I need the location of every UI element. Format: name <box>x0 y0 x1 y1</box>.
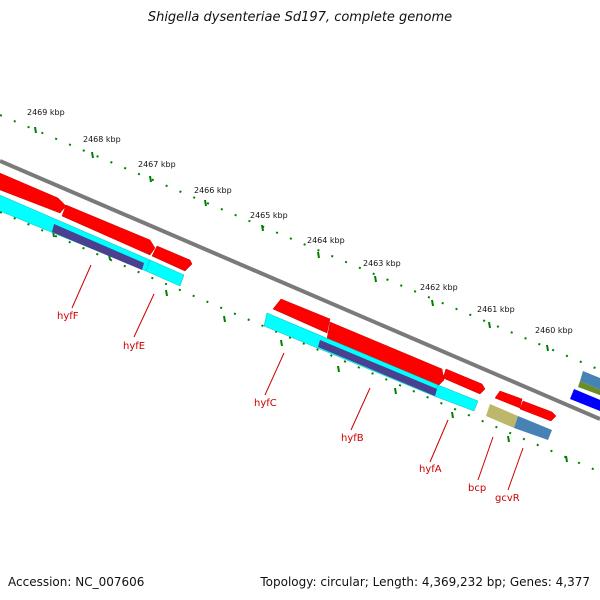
kbp-label-2466: 2466 kbp <box>194 186 232 195</box>
gene-labels: hyfF hyfE hyfC hyfB hyfA bcp gcvR <box>57 311 520 504</box>
inner-ruler-dots <box>0 211 600 473</box>
kbp-labels: 2469 kbp 2468 kbp 2467 kbp 2466 kbp 2465… <box>27 108 573 335</box>
outer-major-ticks <box>34 126 549 352</box>
cog-feature-olive-edge <box>578 381 600 396</box>
cds-feature-hyfC <box>326 321 445 388</box>
kbp-label-2463: 2463 kbp <box>363 259 401 268</box>
genome-backbone <box>0 159 600 421</box>
kbp-label-2467: 2467 kbp <box>138 160 176 169</box>
cog-feature-steelblue <box>514 416 552 440</box>
cog-track <box>52 224 600 440</box>
cds-feature-hyfB <box>442 368 486 395</box>
map-title: Shigella dysenteriae Sd197, complete gen… <box>147 10 453 25</box>
gene-label-hyfE: hyfE <box>123 341 145 352</box>
gene-label-gcvR: gcvR <box>495 493 520 504</box>
cds-feature-hyfD <box>272 298 331 334</box>
cds-feature-hyfE <box>151 245 193 272</box>
cog-feature-khaki <box>486 404 518 428</box>
cog-feature-blue-edge-1 <box>580 371 600 390</box>
kbp-label-2462: 2462 kbp <box>420 283 458 292</box>
gene-label-hyfC: hyfC <box>254 398 277 409</box>
cog-feature-purple-2 <box>318 340 437 396</box>
cds-feature-bcp <box>519 400 557 422</box>
kbp-label-2461: 2461 kbp <box>477 305 515 314</box>
gene-leader-lines <box>71 264 524 491</box>
kbp-label-2465: 2465 kbp <box>250 211 288 220</box>
gene-label-hyfA: hyfA <box>419 464 442 475</box>
cds-feature-hyfG <box>0 172 67 214</box>
gene-label-bcp: bcp <box>468 483 486 494</box>
cog-feature-purple-1 <box>52 224 144 270</box>
kbp-label-2460: 2460 kbp <box>535 326 573 335</box>
accession-text: Accession: NC_007606 <box>8 575 145 589</box>
gene-label-hyfF: hyfF <box>57 311 79 322</box>
cds-track <box>0 172 557 422</box>
kbp-label-2468: 2468 kbp <box>83 135 121 144</box>
cds-feature-hyfF <box>61 204 156 256</box>
kbp-label-2469: 2469 kbp <box>27 108 65 117</box>
cds-feature-hyfA <box>494 390 523 409</box>
cog-feature-blue-edge-2 <box>570 389 600 411</box>
kbp-label-2464: 2464 kbp <box>307 236 345 245</box>
topology-text: Topology: circular; Length: 4,369,232 bp… <box>260 575 590 589</box>
gene-label-hyfB: hyfB <box>341 433 364 444</box>
